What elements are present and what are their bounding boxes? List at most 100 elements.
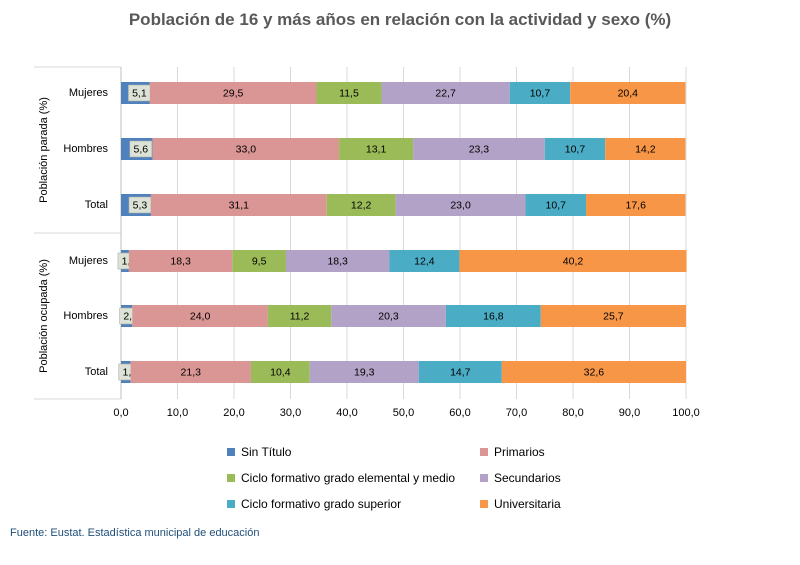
x-tick-label-2: 20,0	[223, 407, 244, 419]
x-tick-label-1: 10,0	[167, 407, 188, 419]
data-label-universitaria-row-3: 40,2	[563, 255, 584, 267]
data-label-ciclo-formativo-grado-superior-row-4: 16,8	[483, 310, 504, 322]
data-label-ciclo-formativo-grado-elemental-y-medio-row-2: 12,2	[351, 199, 372, 211]
data-label-secundarios-row-1: 23,3	[469, 143, 490, 155]
bar-universitaria-row-2	[585, 194, 686, 216]
bar-primarios-row-5	[130, 361, 251, 383]
category-label-hombres-1: Hombres	[63, 310, 108, 322]
x-tick-label-10: 100,0	[672, 407, 700, 419]
legend-item-sin-titulo: Sin Título	[227, 445, 291, 459]
data-label-universitaria-row-4: 25,7	[603, 310, 624, 322]
data-label-box-sin-titulo-row-1	[129, 140, 153, 158]
category-label-hombres-0: Hombres	[63, 143, 108, 155]
data-label-primarios-row-5: 21,3	[181, 366, 202, 378]
x-tick-label-4: 40,0	[336, 407, 357, 419]
data-label-ciclo-formativo-grado-elemental-y-medio-row-0: 11,5	[339, 87, 359, 99]
bar-ciclo-formativo-grado-elemental-y-medio-row-0	[316, 82, 382, 104]
bar-primarios-row-3	[128, 250, 233, 272]
data-label-primarios-row-1: 33,0	[236, 143, 257, 155]
data-label-primarios-row-2: 31,1	[229, 199, 250, 211]
group-label-1: Población ocupada (%)	[38, 259, 50, 373]
legend-label-primarios: Primarios	[494, 445, 545, 459]
bar-ciclo-formativo-grado-elemental-y-medio-row-1	[339, 138, 414, 160]
group-label-0: Población parada (%)	[38, 97, 50, 203]
data-label-ciclo-formativo-grado-elemental-y-medio-row-5: 10,4	[270, 366, 291, 378]
legend-item-primarios: Primarios	[480, 445, 545, 459]
bar-ciclo-formativo-grado-superior-row-0	[509, 82, 571, 104]
data-label-ciclo-formativo-grado-superior-row-2: 10,7	[546, 199, 567, 211]
x-tick-label-8: 80,0	[562, 407, 583, 419]
bar-ciclo-formativo-grado-elemental-y-medio-row-4	[267, 305, 332, 327]
bar-secundarios-row-5	[309, 361, 419, 383]
bar-ciclo-formativo-grado-elemental-y-medio-row-5	[250, 361, 310, 383]
legend-label-sin-titulo: Sin Título	[241, 445, 292, 459]
data-label-secundarios-row-3: 18,3	[327, 255, 348, 267]
legend-swatch-ciclo-superior	[227, 500, 235, 508]
legend-item-secundarios: Secundarios	[480, 471, 561, 485]
legend-swatch-universitaria	[480, 500, 488, 508]
bar-secundarios-row-1	[413, 138, 545, 160]
bar-secundarios-row-4	[331, 305, 446, 327]
data-label-primarios-row-0: 29,5	[223, 87, 244, 99]
data-label-universitaria-row-0: 20,4	[618, 87, 639, 99]
bar-ciclo-formativo-grado-superior-row-4	[445, 305, 541, 327]
legend-item-universitaria: Universitaria	[480, 497, 561, 511]
legend-swatch-sin-titulo	[227, 448, 235, 456]
data-label-secundarios-row-0: 22,7	[435, 87, 456, 99]
legend-swatch-ciclo-elemental-medio	[227, 474, 235, 482]
data-label-primarios-row-3: 18,3	[170, 255, 191, 267]
bar-primarios-row-4	[132, 305, 268, 327]
data-label-sin-titulo-row-1: 5,6	[134, 143, 149, 155]
legend-label-secundarios: Secundarios	[494, 471, 561, 485]
bar-ciclo-formativo-grado-elemental-y-medio-row-3	[232, 250, 286, 272]
bar-universitaria-row-4	[540, 305, 686, 327]
data-label-universitaria-row-1: 14,2	[635, 143, 656, 155]
data-label-ciclo-formativo-grado-superior-row-3: 12,4	[414, 255, 435, 267]
bar-ciclo-formativo-grado-superior-row-2	[525, 194, 586, 216]
data-label-ciclo-formativo-grado-elemental-y-medio-row-3: 9,5	[252, 255, 267, 267]
bar-ciclo-formativo-grado-superior-row-5	[418, 361, 502, 383]
data-label-secundarios-row-4: 20,3	[378, 310, 399, 322]
x-tick-label-0: 0,0	[113, 407, 128, 419]
bar-secundarios-row-3	[285, 250, 390, 272]
data-label-sin-titulo-row-2: 5,3	[133, 199, 148, 211]
data-label-ciclo-formativo-grado-superior-row-1: 10,7	[565, 143, 586, 155]
bar-secundarios-row-2	[395, 194, 526, 216]
data-label-secundarios-row-2: 23,0	[450, 199, 471, 211]
bar-primarios-row-0	[149, 82, 317, 104]
data-label-sin-titulo-row-0: 5,1	[132, 87, 147, 99]
category-label-total-1: Total	[85, 366, 108, 378]
chart-title: Población de 16 y más años en relación c…	[128, 10, 672, 29]
legend-item-ciclo-superior: Ciclo formativo grado superior	[227, 497, 401, 511]
data-label-primarios-row-4: 24,0	[190, 310, 211, 322]
x-tick-label-9: 90,0	[619, 407, 640, 419]
data-label-secundarios-row-5: 19,3	[354, 366, 375, 378]
category-label-mujeres-0: Mujeres	[69, 87, 109, 99]
bar-ciclo-formativo-grado-superior-row-1	[544, 138, 606, 160]
bar-universitaria-row-0	[570, 82, 686, 104]
legend-swatch-primarios	[480, 448, 488, 456]
legend-swatch-secundarios	[480, 474, 488, 482]
source-note: Fuente: Eustat. Estadística municipal de…	[10, 527, 260, 539]
bar-ciclo-formativo-grado-elemental-y-medio-row-2	[326, 194, 396, 216]
bar-primarios-row-1	[152, 138, 340, 160]
x-tick-label-6: 60,0	[449, 407, 470, 419]
category-label-total-0: Total	[85, 199, 108, 211]
legend-label-ciclo-elemental-medio: Ciclo formativo grado elemental y medio	[241, 471, 456, 485]
stacked-bar-chart: Población parada (%) Población ocupada (%…	[34, 66, 700, 419]
data-label-ciclo-formativo-grado-superior-row-5: 14,7	[450, 366, 471, 378]
bar-secundarios-row-0	[381, 82, 510, 104]
bar-universitaria-row-1	[605, 138, 686, 160]
bar-primarios-row-2	[150, 194, 327, 216]
x-tick-label-3: 30,0	[280, 407, 301, 419]
data-label-ciclo-formativo-grado-elemental-y-medio-row-4: 11,2	[290, 310, 310, 322]
bar-universitaria-row-3	[459, 250, 687, 272]
x-tick-label-7: 70,0	[506, 407, 527, 419]
legend-label-ciclo-superior: Ciclo formativo grado superior	[241, 497, 402, 511]
legend-item-ciclo-elemental-medio: Ciclo formativo grado elemental y medio	[227, 471, 455, 485]
x-tick-label-5: 50,0	[393, 407, 414, 419]
data-label-universitaria-row-5: 32,6	[584, 366, 605, 378]
legend-label-universitaria: Universitaria	[494, 497, 561, 511]
data-label-universitaria-row-2: 17,6	[625, 199, 646, 211]
data-label-ciclo-formativo-grado-superior-row-0: 10,7	[530, 87, 551, 99]
